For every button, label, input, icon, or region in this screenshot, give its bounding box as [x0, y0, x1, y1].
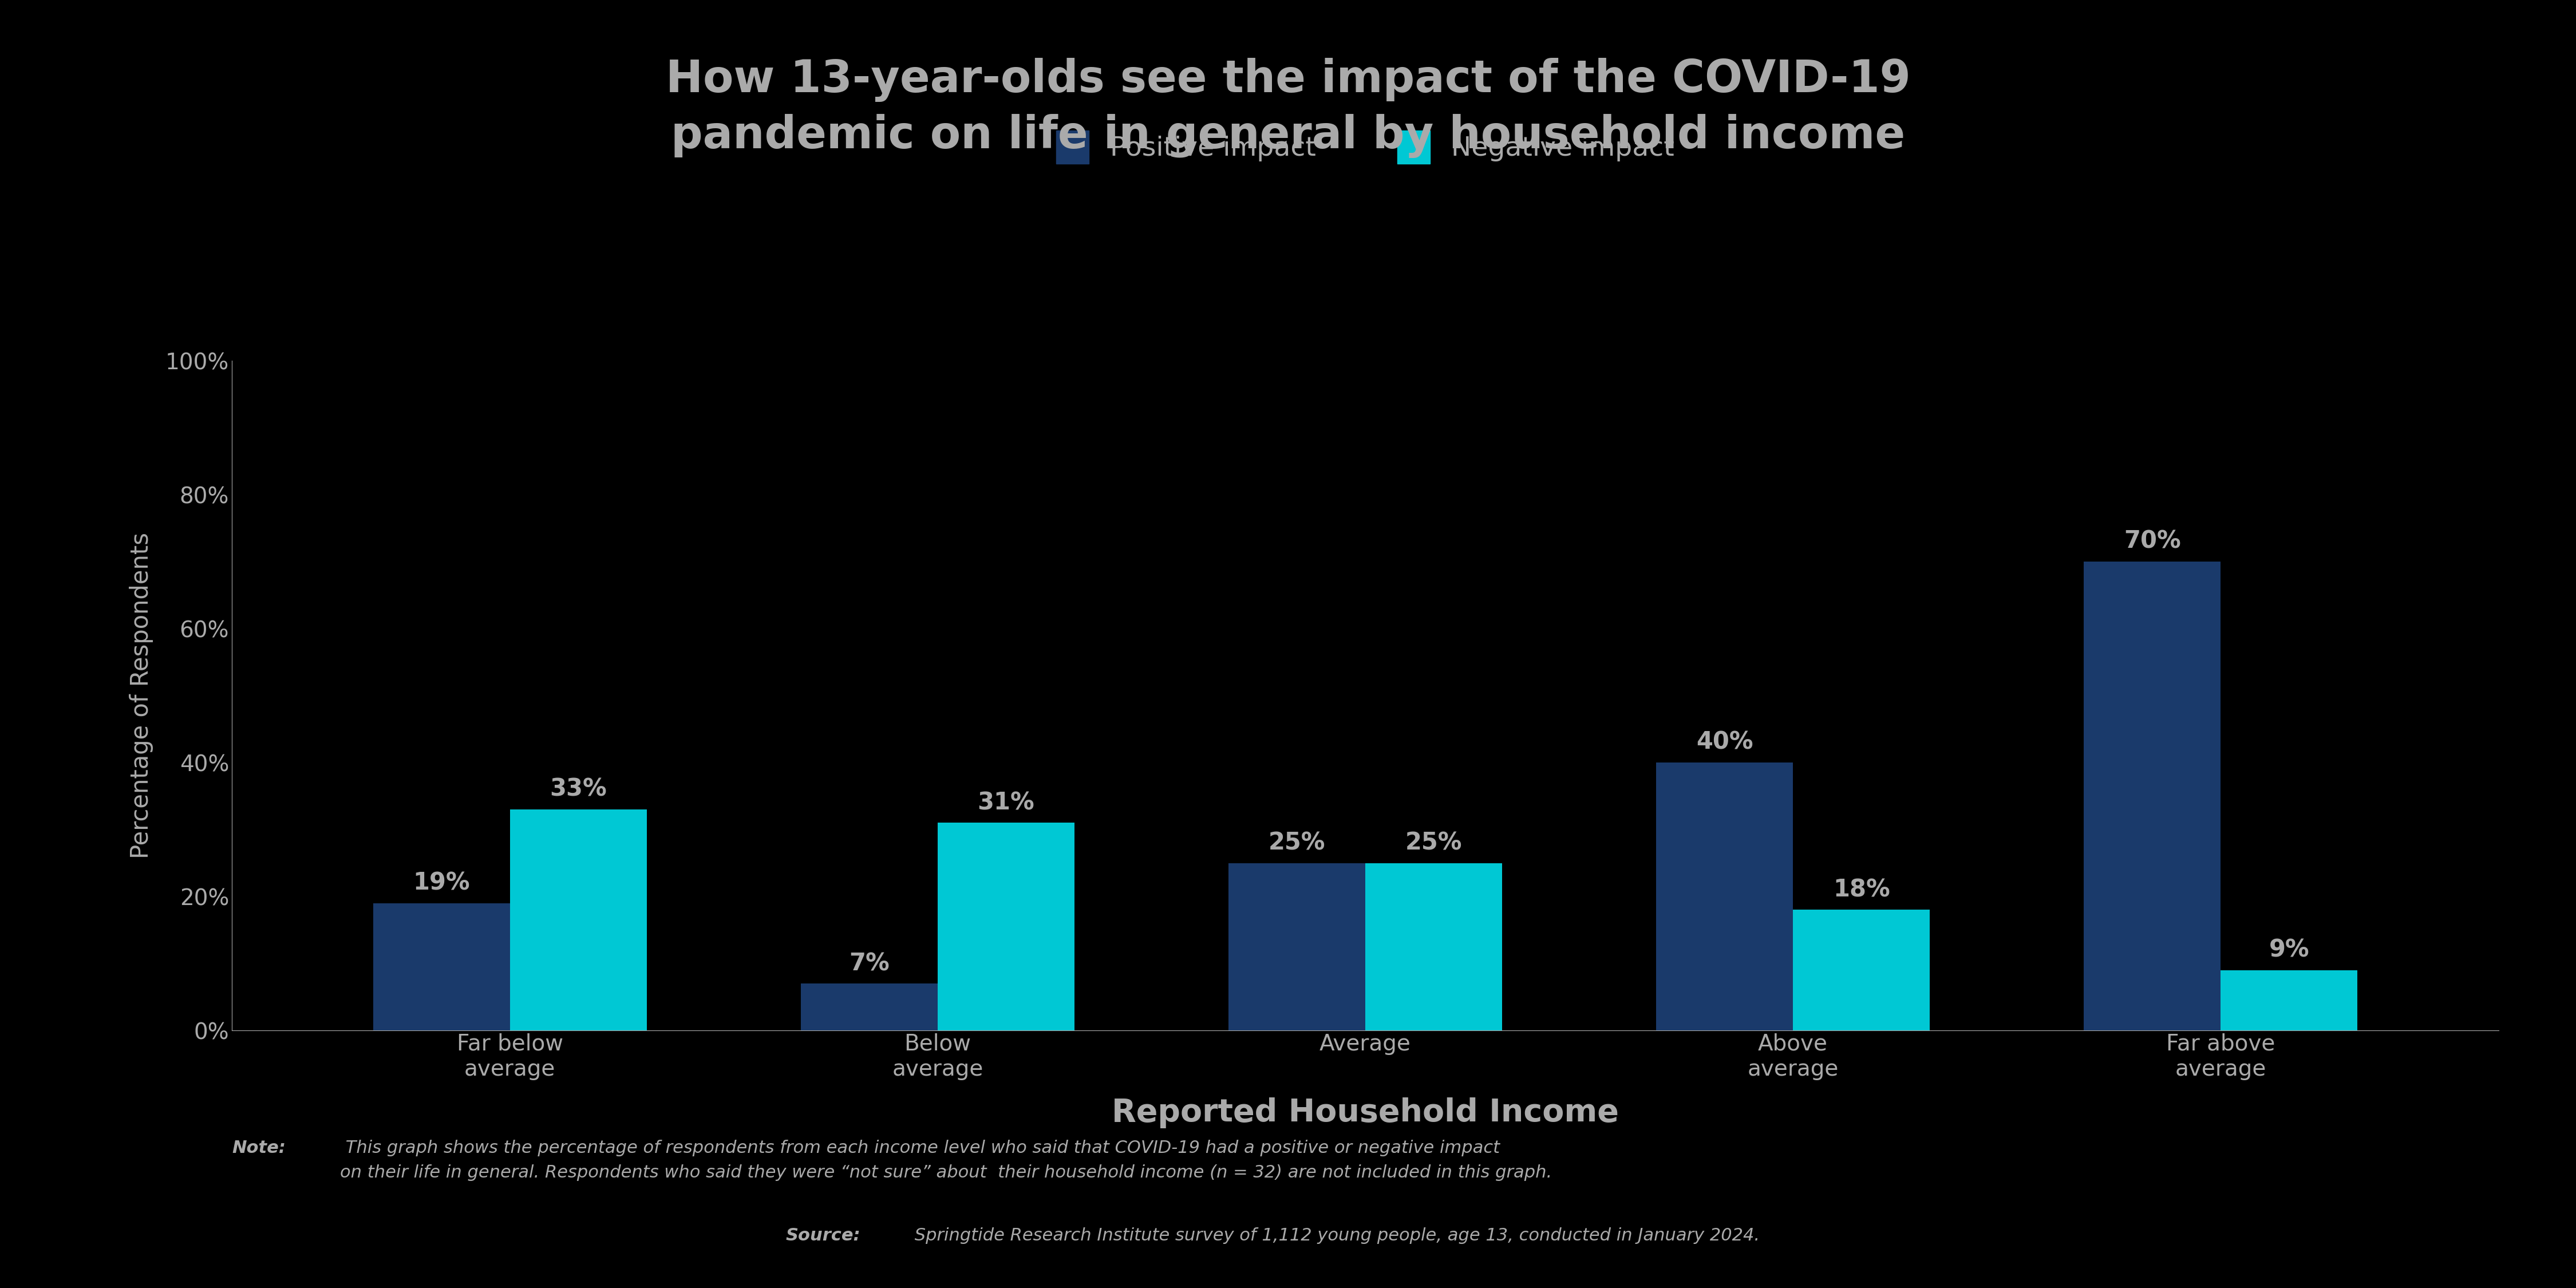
Text: Source:: Source: [786, 1227, 860, 1244]
Text: 25%: 25% [1267, 831, 1324, 855]
Text: 31%: 31% [976, 791, 1036, 815]
Text: 18%: 18% [1834, 877, 1891, 902]
Text: This graph shows the percentage of respondents from each income level who said t: This graph shows the percentage of respo… [340, 1140, 1551, 1181]
Bar [1365, 863, 1502, 1030]
Text: 70%: 70% [2123, 529, 2182, 554]
Legend: Positive impact, Negative impact: Positive impact, Negative impact [1046, 120, 1685, 174]
Y-axis label: Percentage of Respondents: Percentage of Respondents [129, 532, 155, 859]
Bar [1656, 762, 1793, 1030]
Bar [801, 984, 938, 1030]
Bar [2084, 562, 2221, 1030]
Text: 25%: 25% [1406, 831, 1463, 855]
Text: Note:: Note: [232, 1140, 286, 1157]
X-axis label: Reported Household Income: Reported Household Income [1113, 1097, 1618, 1128]
Text: How 13-year-olds see the impact of the COVID-19
pandemic on life in general by h: How 13-year-olds see the impact of the C… [665, 58, 1911, 158]
Text: 7%: 7% [850, 952, 889, 975]
Bar [2221, 970, 2357, 1030]
Text: Springtide Research Institute survey of 1,112 young people, age 13, conducted in: Springtide Research Institute survey of … [909, 1227, 1759, 1244]
Text: 9%: 9% [2269, 938, 2308, 962]
Text: 19%: 19% [412, 871, 469, 895]
Bar [374, 903, 510, 1030]
Bar [1793, 909, 1929, 1030]
Text: 40%: 40% [1695, 730, 1754, 755]
Bar [510, 809, 647, 1030]
Bar [1229, 863, 1365, 1030]
Bar [938, 823, 1074, 1030]
Text: 33%: 33% [549, 777, 608, 801]
